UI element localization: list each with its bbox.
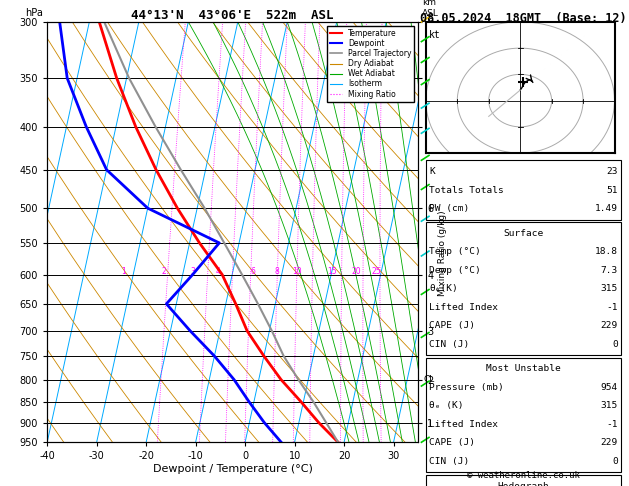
Text: 3: 3	[191, 267, 196, 276]
Text: 1.49: 1.49	[594, 204, 618, 213]
Text: 20: 20	[352, 267, 361, 276]
Text: 15: 15	[327, 267, 337, 276]
Text: -1: -1	[606, 420, 618, 429]
Text: CAPE (J): CAPE (J)	[429, 321, 475, 330]
Text: CL: CL	[424, 375, 435, 384]
Text: θₑ(K): θₑ(K)	[429, 284, 458, 293]
Text: 18.8: 18.8	[594, 247, 618, 256]
Text: km
ASL: km ASL	[422, 0, 439, 17]
Text: 229: 229	[601, 438, 618, 447]
Text: CIN (J): CIN (J)	[429, 457, 469, 466]
Text: Lifted Index: Lifted Index	[429, 420, 498, 429]
Text: Most Unstable: Most Unstable	[486, 364, 560, 373]
Text: -1: -1	[606, 303, 618, 312]
Text: CAPE (J): CAPE (J)	[429, 438, 475, 447]
Text: θₑ (K): θₑ (K)	[429, 401, 464, 410]
Text: © weatheronline.co.uk: © weatheronline.co.uk	[467, 471, 580, 480]
Text: 6: 6	[250, 267, 255, 276]
Text: 0: 0	[612, 457, 618, 466]
Text: Dewp (°C): Dewp (°C)	[429, 266, 481, 275]
Text: Lifted Index: Lifted Index	[429, 303, 498, 312]
Text: 1: 1	[121, 267, 126, 276]
Text: hPa: hPa	[25, 8, 43, 17]
Text: 23: 23	[606, 167, 618, 176]
Text: Surface: Surface	[503, 229, 543, 238]
Text: Pressure (mb): Pressure (mb)	[429, 383, 504, 392]
Title: 44°13'N  43°06'E  522m  ASL: 44°13'N 43°06'E 522m ASL	[131, 9, 334, 22]
Text: kt: kt	[429, 30, 441, 40]
Text: 4: 4	[216, 267, 220, 276]
Text: Temp (°C): Temp (°C)	[429, 247, 481, 256]
Text: 51: 51	[606, 186, 618, 194]
Legend: Temperature, Dewpoint, Parcel Trajectory, Dry Adiabat, Wet Adiabat, Isotherm, Mi: Temperature, Dewpoint, Parcel Trajectory…	[327, 26, 415, 102]
Text: 10: 10	[292, 267, 302, 276]
Text: 315: 315	[601, 284, 618, 293]
Text: Totals Totals: Totals Totals	[429, 186, 504, 194]
Text: 25: 25	[372, 267, 381, 276]
Text: 08.05.2024  18GMT  (Base: 12): 08.05.2024 18GMT (Base: 12)	[420, 12, 626, 25]
Text: 315: 315	[601, 401, 618, 410]
Text: Mixing Ratio (g/kg): Mixing Ratio (g/kg)	[438, 210, 447, 296]
Text: 0: 0	[612, 340, 618, 348]
X-axis label: Dewpoint / Temperature (°C): Dewpoint / Temperature (°C)	[153, 464, 313, 474]
Text: CIN (J): CIN (J)	[429, 340, 469, 348]
Text: 2: 2	[161, 267, 166, 276]
Text: 229: 229	[601, 321, 618, 330]
Text: K: K	[429, 167, 435, 176]
Text: Hodograph: Hodograph	[498, 482, 549, 486]
Text: 954: 954	[601, 383, 618, 392]
Text: 7.3: 7.3	[601, 266, 618, 275]
Text: PW (cm): PW (cm)	[429, 204, 469, 213]
Text: 8: 8	[275, 267, 280, 276]
